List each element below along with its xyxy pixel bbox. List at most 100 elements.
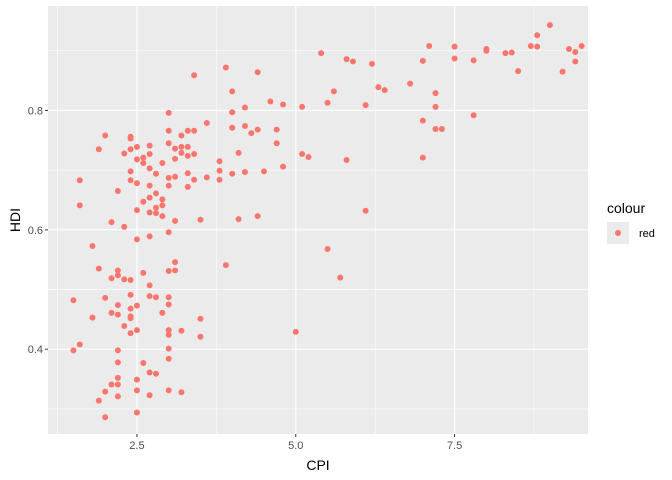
data-point <box>527 42 534 49</box>
data-point <box>362 207 369 214</box>
data-point <box>565 45 572 52</box>
data-point <box>127 168 134 175</box>
data-point <box>191 176 198 183</box>
data-point <box>76 202 83 209</box>
y-axis-title: HDI <box>7 208 23 232</box>
data-point <box>191 72 198 79</box>
data-point <box>165 301 172 308</box>
data-point <box>216 158 223 165</box>
data-point <box>146 194 153 201</box>
data-point <box>184 170 191 177</box>
data-point <box>165 182 172 189</box>
data-point <box>178 143 185 150</box>
data-point <box>419 117 426 124</box>
data-point <box>432 90 439 97</box>
data-point <box>261 168 267 175</box>
data-point <box>241 168 248 175</box>
data-point <box>133 409 140 416</box>
data-point <box>381 87 388 94</box>
data-point <box>102 294 109 301</box>
data-point <box>159 202 166 209</box>
data-point <box>108 275 115 282</box>
data-point <box>197 333 204 340</box>
data-point <box>165 345 172 352</box>
data-point <box>324 99 331 106</box>
data-point <box>70 297 77 304</box>
data-point <box>451 55 458 62</box>
data-point <box>70 347 77 354</box>
data-point <box>108 381 115 388</box>
data-point <box>95 397 102 404</box>
data-point <box>165 174 172 181</box>
data-point <box>432 125 439 132</box>
data-point <box>235 216 242 223</box>
data-point <box>165 294 172 301</box>
data-point <box>89 242 96 249</box>
data-point <box>222 64 229 71</box>
data-point <box>133 327 140 334</box>
data-point <box>184 127 191 134</box>
data-point <box>146 165 153 172</box>
data-point <box>241 104 248 111</box>
data-point <box>153 210 159 217</box>
data-point <box>222 262 229 269</box>
data-point <box>133 143 140 150</box>
data-point <box>254 69 261 76</box>
data-point <box>146 209 153 216</box>
data-point <box>165 387 172 394</box>
data-point <box>172 173 179 180</box>
data-point <box>534 32 541 39</box>
data-point <box>216 176 223 183</box>
data-point <box>229 109 236 116</box>
data-point <box>178 149 185 156</box>
data-point <box>254 213 261 220</box>
data-point <box>146 282 153 289</box>
data-point <box>191 151 198 158</box>
data-point <box>102 132 109 139</box>
x-tick-label: 2.5 <box>129 440 144 452</box>
data-point <box>280 163 287 170</box>
data-point <box>127 276 134 283</box>
data-point <box>267 98 274 105</box>
data-point <box>318 50 325 57</box>
data-point <box>508 49 515 56</box>
data-point <box>254 126 261 133</box>
data-point <box>159 309 166 316</box>
data-point <box>127 177 134 184</box>
data-point <box>572 48 579 55</box>
data-point <box>165 127 172 134</box>
data-point <box>140 269 147 276</box>
data-point <box>153 370 159 377</box>
data-point <box>114 347 121 354</box>
data-point <box>76 177 83 184</box>
data-point <box>546 22 553 29</box>
data-point <box>153 190 159 197</box>
data-point <box>121 150 128 157</box>
data-point <box>146 369 153 376</box>
data-point <box>229 124 236 131</box>
data-point <box>146 182 153 189</box>
data-point <box>559 68 566 75</box>
data-point <box>515 68 522 75</box>
data-point <box>133 180 140 187</box>
data-point <box>95 146 102 153</box>
data-point <box>153 170 159 177</box>
data-point <box>146 142 153 149</box>
data-point <box>483 47 490 54</box>
data-point <box>140 198 147 205</box>
data-point <box>146 233 153 240</box>
data-point <box>438 125 445 132</box>
data-point <box>108 309 115 316</box>
data-point <box>133 236 140 243</box>
data-point <box>114 302 121 309</box>
data-point <box>146 293 153 300</box>
data-point <box>470 57 477 64</box>
data-point <box>133 207 140 214</box>
data-point <box>165 109 172 116</box>
data-point <box>140 154 147 161</box>
data-point <box>578 42 585 49</box>
data-point <box>235 149 242 156</box>
data-point <box>165 331 172 338</box>
data-point <box>133 387 140 394</box>
data-point <box>229 170 236 177</box>
